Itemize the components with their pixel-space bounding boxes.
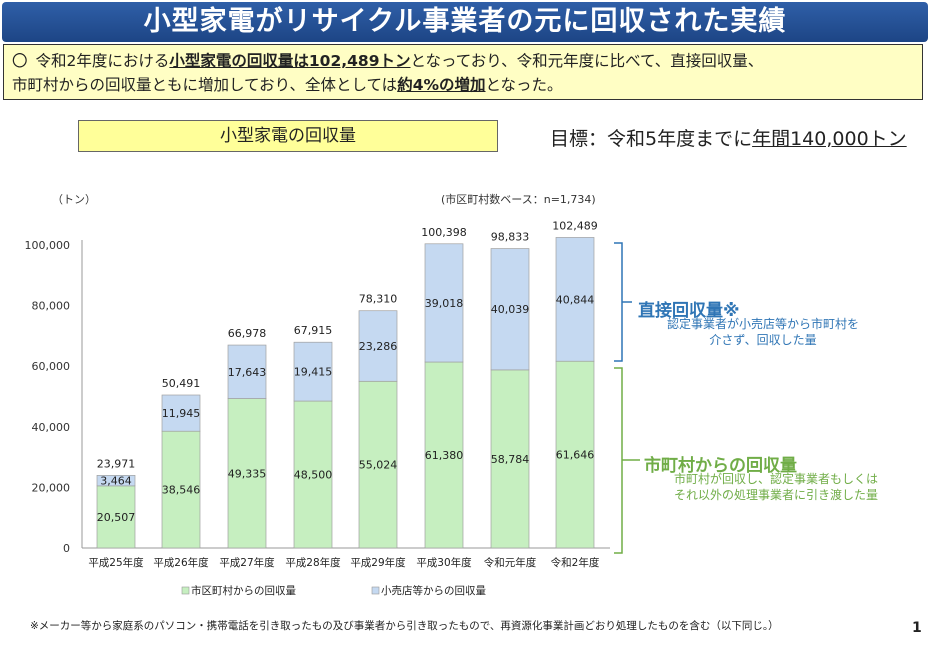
bar-retail <box>490 248 530 371</box>
municipal-desc-line-1: 市町村が回収し、認定事業者もしくは <box>673 472 878 486</box>
bar-retail <box>293 341 333 402</box>
y-tick-label: 60,000 <box>32 360 71 373</box>
bar-value-label-municipal: 61,380 <box>425 449 464 462</box>
legend-label-retail: 小売店等からの回収量 <box>381 584 486 597</box>
bar-total-label: 67,915 <box>294 324 333 337</box>
bar-municipal <box>161 430 201 549</box>
bar-municipal <box>227 398 267 549</box>
goal-target: 年間140,000トン <box>752 128 907 150</box>
y-tick-label: 0 <box>63 542 70 555</box>
x-tick-label: 令和2年度 <box>551 556 600 569</box>
y-tick-label: 100,000 <box>25 239 71 252</box>
direct-collection-title: 直接回収量※ <box>638 301 740 321</box>
bar-value-label-municipal: 48,500 <box>294 469 333 482</box>
footnote: ※メーカー等から家庭系のパソコン・携帯電話を引き取ったもの及び事業者から引き取っ… <box>30 620 779 632</box>
bar-municipal <box>96 485 136 549</box>
bar-value-label-retail: 40,844 <box>556 293 595 306</box>
direct-desc-line-2: 介さず、回収した量 <box>709 333 817 347</box>
bar-total-label: 23,971 <box>97 457 136 470</box>
summary-text-4: となった。 <box>485 76 563 94</box>
x-tick-label: 平成26年度 <box>153 556 209 569</box>
summary-emphasis-2: 約4%の増加 <box>397 76 486 94</box>
bar-value-label-municipal: 58,784 <box>491 453 530 466</box>
y-tick-label: 80,000 <box>32 300 71 313</box>
summary-box: 〇令和2年度における小型家電の回収量は102,489トンとなっており、令和元年度… <box>3 44 923 100</box>
bar-value-label-municipal: 38,546 <box>162 484 201 497</box>
bar-retail <box>227 344 267 399</box>
bar-value-label-retail: 40,039 <box>491 303 530 316</box>
bar-municipal <box>293 400 333 549</box>
direct-desc-line-1: 認定事業者が小売店等から市町村を <box>666 317 859 331</box>
bar-total-label: 102,489 <box>552 219 598 232</box>
bar-total-label: 78,310 <box>359 293 398 306</box>
x-tick-label: 平成30年度 <box>416 556 472 569</box>
summary-text-1: 令和2年度における <box>35 52 170 70</box>
summary-text-3: 市町村からの回収量ともに増加しており、全体としては <box>12 76 398 94</box>
bar-retail <box>424 243 464 363</box>
bar-total-label: 50,491 <box>162 377 201 390</box>
bar-value-label-retail: 23,286 <box>359 340 398 353</box>
bar-value-label-retail: 3,464 <box>100 475 132 488</box>
bracket-municipal <box>614 367 623 554</box>
page-title: 小型家電がリサイクル事業者の元に回収された実績 <box>2 2 928 42</box>
direct-collection-desc: 認定事業者が小売店等から市町村を 介さず、回収した量 <box>648 316 878 348</box>
y-unit-label: （トン） <box>52 193 96 206</box>
legend-swatch-retail <box>371 586 380 595</box>
bar-value-label-retail: 19,415 <box>294 366 333 379</box>
y-tick-label: 20,000 <box>32 481 71 494</box>
x-tick-label: 平成25年度 <box>88 556 144 569</box>
municipal-collection-desc: 市町村が回収し、認定事業者もしくは それ以外の処理事業者に引き渡した量 <box>656 471 896 503</box>
legend-swatch-municipal <box>181 586 190 595</box>
municipal-collection-title: 市町村からの回収量 <box>644 456 797 476</box>
summary-bullet: 〇 <box>12 52 28 70</box>
bracket-direct <box>614 242 623 362</box>
bar-retail <box>358 310 398 382</box>
bar-value-label-municipal: 20,507 <box>97 511 136 524</box>
bar-value-label-municipal: 55,024 <box>359 459 398 472</box>
summary-text-2: となっており、令和元年度に比べて、直接回収量、 <box>410 52 764 70</box>
legend-label-municipal: 市区町村からの回収量 <box>191 584 296 597</box>
page-number: 1 <box>912 620 922 636</box>
bar-total-label: 66,978 <box>228 327 267 340</box>
bar-municipal <box>555 360 595 549</box>
bar-retail <box>161 394 201 432</box>
chart-title-box: 小型家電の回収量 <box>78 120 498 152</box>
bar-retail <box>555 237 595 362</box>
goal-text: 目標：令和5年度までに年間140,000トン <box>550 124 907 151</box>
bar-municipal <box>358 380 398 549</box>
x-tick-label: 平成28年度 <box>285 556 341 569</box>
municipal-desc-line-2: それ以外の処理事業者に引き渡した量 <box>673 488 878 502</box>
bar-total-label: 98,833 <box>491 231 530 244</box>
chart-note: (市区町村数ベース：n=1,734) <box>441 192 596 206</box>
goal-prefix: 目標：令和5年度までに <box>550 128 753 150</box>
x-tick-label: 令和元年度 <box>484 556 537 569</box>
bar-value-label-retail: 39,018 <box>425 297 464 310</box>
bar-total-label: 100,398 <box>421 226 467 239</box>
bar-retail <box>96 475 136 487</box>
bar-value-label-retail: 11,945 <box>162 407 201 420</box>
y-tick-label: 40,000 <box>32 421 71 434</box>
bar-value-label-municipal: 61,646 <box>556 449 595 462</box>
summary-emphasis-1: 小型家電の回収量は102,489トン <box>169 52 411 70</box>
bar-value-label-municipal: 49,335 <box>228 467 267 480</box>
bar-value-label-retail: 17,643 <box>228 366 267 379</box>
x-tick-label: 平成29年度 <box>350 556 406 569</box>
x-tick-label: 平成27年度 <box>219 556 275 569</box>
